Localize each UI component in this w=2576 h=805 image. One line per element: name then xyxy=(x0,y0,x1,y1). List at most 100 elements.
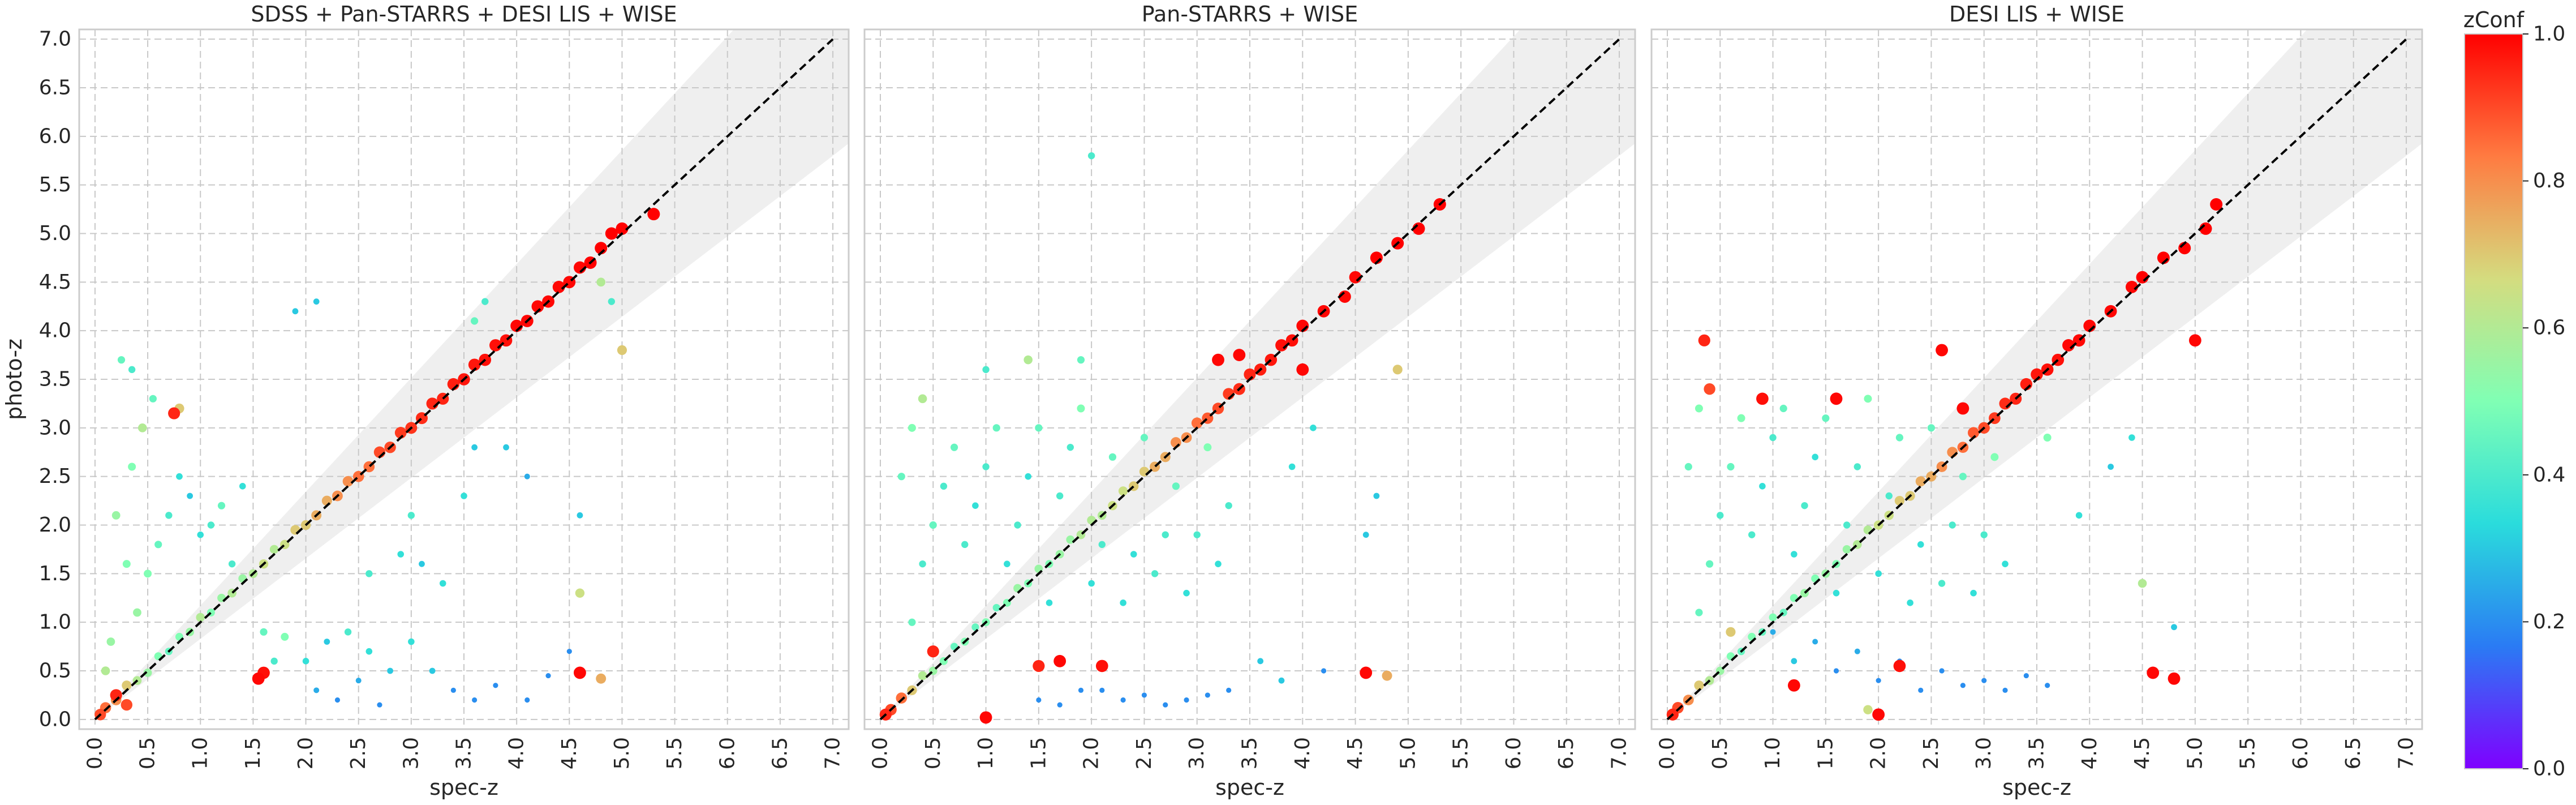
data-point xyxy=(647,208,660,221)
data-point xyxy=(377,702,382,708)
y-axis-label: photo-z xyxy=(2,339,27,420)
x-axis-label: spec-z xyxy=(2002,775,2071,800)
y-tick-label: 1.0 xyxy=(39,611,71,634)
data-point xyxy=(2023,673,2029,679)
data-point xyxy=(1956,402,1969,415)
x-tick-label: 0.5 xyxy=(136,737,160,769)
data-point xyxy=(1203,443,1212,452)
data-point xyxy=(2188,334,2201,347)
colorbar-tick-label: 0.2 xyxy=(2533,610,2565,633)
panel-desi-wise: 0.0 0.5 1.0 1.5 2.0 2.5 3.0 3.5 4.0 4.5 5.0 5.5 6.0 6… xyxy=(1650,2,2423,800)
data-point xyxy=(1099,687,1105,693)
y-tick-label: 2.5 xyxy=(39,465,71,488)
data-point xyxy=(394,427,407,439)
x-tick-label: 4.0 xyxy=(2078,737,2101,769)
data-point xyxy=(574,666,586,679)
data-point xyxy=(252,672,265,685)
colorbar-tick-label: 1.0 xyxy=(2533,23,2565,46)
data-point xyxy=(1163,702,1168,708)
data-point xyxy=(1139,466,1150,477)
data-point xyxy=(1885,492,1893,500)
data-point xyxy=(1360,666,1373,679)
data-point xyxy=(1162,531,1169,538)
data-point xyxy=(133,608,141,617)
data-point xyxy=(566,649,572,654)
data-point xyxy=(187,493,193,499)
data-point xyxy=(1695,609,1703,616)
data-point xyxy=(419,560,425,567)
data-point xyxy=(577,512,583,519)
data-point xyxy=(961,541,969,549)
y-tick-label: 7.0 xyxy=(39,28,71,51)
plot-frame xyxy=(78,28,850,730)
data-point xyxy=(1130,551,1137,558)
data-point xyxy=(1296,363,1309,376)
data-point xyxy=(1046,600,1053,606)
data-point xyxy=(545,673,551,679)
plot-frame xyxy=(863,28,1636,730)
x-tick-label: 2.0 xyxy=(1867,737,1890,769)
data-point xyxy=(929,521,937,529)
x-tick-label: 6.0 xyxy=(2289,737,2312,769)
data-point xyxy=(1822,414,1830,422)
panel-panstarrs-wise: 0.0 0.5 1.0 1.5 2.0 2.5 3.0 3.5 4.0 4.5 5.0 5.5 6.0 6… xyxy=(863,2,1636,800)
data-point xyxy=(1706,560,1714,568)
data-point xyxy=(1191,417,1203,429)
x-tick-label: 1.5 xyxy=(242,737,265,769)
data-point xyxy=(1980,531,1988,538)
y-tick-label: 4.0 xyxy=(39,319,71,342)
data-point xyxy=(128,366,136,374)
data-point xyxy=(1118,486,1128,496)
data-point xyxy=(1895,434,1904,442)
data-point xyxy=(1843,521,1851,529)
data-point xyxy=(128,463,136,471)
data-point xyxy=(2210,198,2223,211)
data-point xyxy=(1205,692,1210,698)
colorbar-scale xyxy=(2464,33,2523,769)
data-point xyxy=(1057,702,1063,708)
data-point xyxy=(1362,532,1369,538)
panel-title: SDSS + Pan-STARRS + DESI LIS + WISE xyxy=(251,2,677,27)
x-tick-label: 4.5 xyxy=(2131,737,2154,769)
x-tick-label: 0.0 xyxy=(868,737,892,769)
data-point xyxy=(979,711,992,724)
data-point xyxy=(1140,434,1149,442)
data-point xyxy=(1876,678,1881,683)
x-tick-label: 1.5 xyxy=(1814,737,1837,769)
data-point xyxy=(2171,624,2177,631)
data-point xyxy=(1812,453,1818,461)
x-tick-label: 7.0 xyxy=(2395,737,2418,769)
x-tick-label: 0.5 xyxy=(922,737,945,769)
data-point xyxy=(1770,629,1776,635)
data-point xyxy=(1863,705,1873,714)
x-tick-label: 7.0 xyxy=(1608,737,1631,769)
x-tick-label: 5.0 xyxy=(2183,737,2207,769)
x-axis-label: spec-z xyxy=(1215,775,1284,800)
x-tick-label: 3.0 xyxy=(1972,737,1996,769)
data-point xyxy=(1310,425,1317,431)
y-tick-label: 3.5 xyxy=(39,368,71,391)
data-point xyxy=(1893,660,1906,673)
x-tick-label: 0.0 xyxy=(83,737,106,769)
data-point xyxy=(387,667,393,674)
data-point xyxy=(1791,658,1797,665)
x-tick-label: 5.5 xyxy=(2237,737,2260,769)
data-point xyxy=(260,628,268,636)
data-point xyxy=(1108,453,1117,461)
x-tick-label: 3.0 xyxy=(1185,737,1209,769)
colorbar-tick-label: 0.0 xyxy=(2533,757,2565,781)
data-point xyxy=(461,493,467,499)
x-tick-label: 6.5 xyxy=(1555,737,1578,769)
data-point xyxy=(471,317,479,325)
data-point xyxy=(176,473,183,480)
x-tick-label: 4.5 xyxy=(1344,737,1367,769)
data-point xyxy=(1014,521,1021,529)
y-tick-label: 6.5 xyxy=(39,76,71,100)
x-tick-label: 2.5 xyxy=(1920,737,1943,769)
x-tick-label: 3.5 xyxy=(453,737,476,769)
data-point xyxy=(344,628,352,636)
x-tick-label: 2.0 xyxy=(294,737,317,769)
x-tick-label: 7.0 xyxy=(822,737,845,769)
panel-sdss-panstarrs-desi-wise: 0.0 0.5 1.0 1.5 2.0 2.5 3.0 3.5 4.0 4.5 5.0 5.5 6.0 6… xyxy=(2,2,850,800)
data-point xyxy=(450,687,456,693)
